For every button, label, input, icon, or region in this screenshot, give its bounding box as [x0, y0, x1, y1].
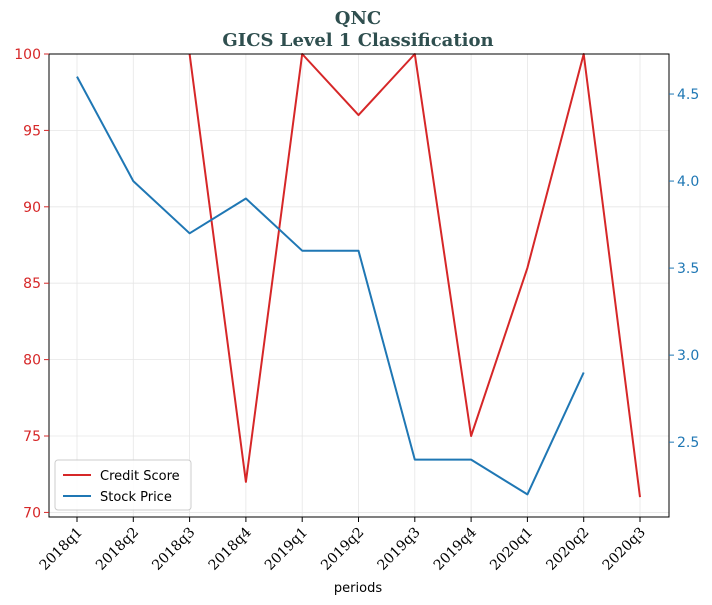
legend-box [54, 459, 192, 511]
x-tick-label: 2020q2 [543, 525, 592, 574]
y-left-tick-label: 70 [23, 505, 41, 521]
y-left-tick-label: 75 [23, 429, 41, 445]
y-axis-right: 2.5 3.0 3.5 4.0 4.5 [669, 87, 699, 451]
y-axis-left: 70 75 80 85 90 95 100 [14, 47, 49, 521]
x-axis: 2018q1 2018q2 2018q3 2018q4 2019q1 2019q2 2019… [37, 517, 649, 574]
x-tick-label: 2019q1 [262, 525, 311, 574]
x-tick-label: 2018q2 [93, 525, 142, 574]
x-tick-label: 2019q3 [374, 525, 423, 574]
y-right-tick-label: 4.0 [677, 174, 699, 190]
legend-label-stock-price: Stock Price [100, 490, 172, 505]
chart-subtitle: GICS Level 1 Classification [222, 30, 493, 51]
y-right-tick-label: 2.5 [677, 435, 699, 451]
legend-label-credit-score: Credit Score [100, 469, 180, 484]
chart-title: QNC [335, 8, 381, 29]
y-left-tick-label: 85 [23, 276, 41, 292]
x-tick-label: 2020q1 [487, 525, 536, 574]
grid [49, 53, 669, 517]
y-left-tick-label: 100 [14, 47, 41, 63]
x-tick-label: 2019q2 [318, 525, 367, 574]
x-tick-label: 2020q3 [600, 525, 649, 574]
plot-frame [48, 53, 670, 518]
y-right-tick-label: 4.5 [677, 87, 699, 103]
y-right-tick-label: 3.0 [677, 348, 699, 364]
x-axis-label: periods [334, 581, 382, 596]
y-left-tick-label: 95 [23, 123, 41, 139]
x-tick-label: 2018q4 [206, 524, 255, 573]
y-right-tick-label: 3.5 [677, 261, 699, 277]
series-line-stock-price [76, 76, 585, 496]
x-tick-label: 2018q3 [149, 525, 198, 574]
y-left-tick-label: 80 [23, 353, 41, 369]
y-left-tick-label: 90 [23, 200, 41, 216]
x-tick-label: 2019q4 [431, 524, 480, 573]
legend: Credit Score Stock Price [54, 459, 192, 511]
x-tick-label: 2018q1 [37, 525, 86, 574]
